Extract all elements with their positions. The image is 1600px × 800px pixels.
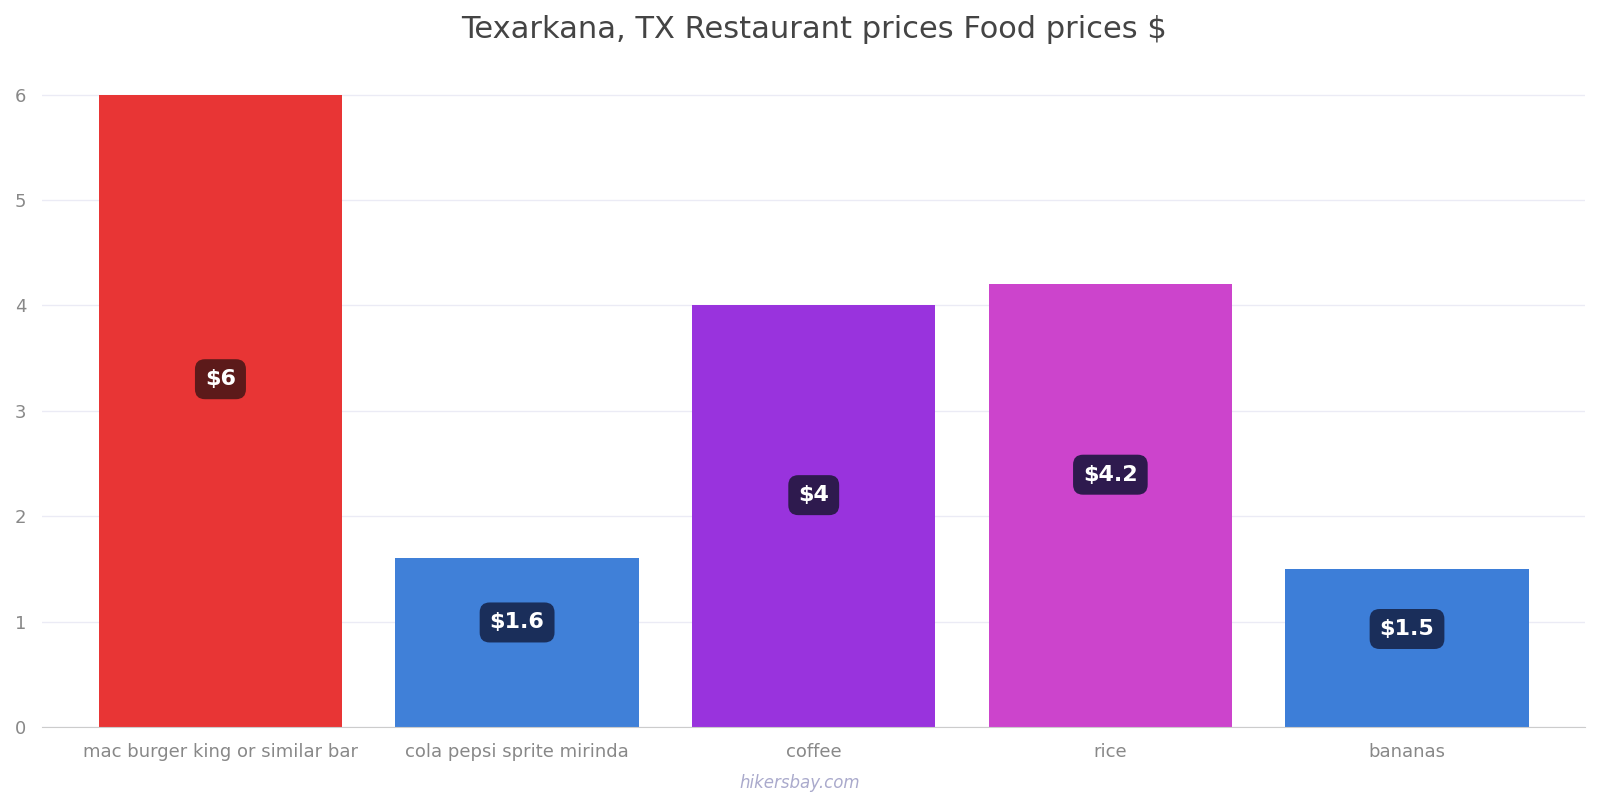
Title: Texarkana, TX Restaurant prices Food prices $: Texarkana, TX Restaurant prices Food pri… [461,15,1166,44]
Bar [693,306,936,727]
Text: $6: $6 [205,370,235,390]
Bar [99,94,342,727]
Text: $1.6: $1.6 [490,613,544,633]
Text: $1.5: $1.5 [1379,619,1434,639]
Text: $4: $4 [798,485,829,505]
Text: hikersbay.com: hikersbay.com [739,774,861,792]
Bar [989,284,1232,727]
Bar [395,558,638,727]
Bar [1285,569,1528,727]
Text: $4.2: $4.2 [1083,465,1138,485]
